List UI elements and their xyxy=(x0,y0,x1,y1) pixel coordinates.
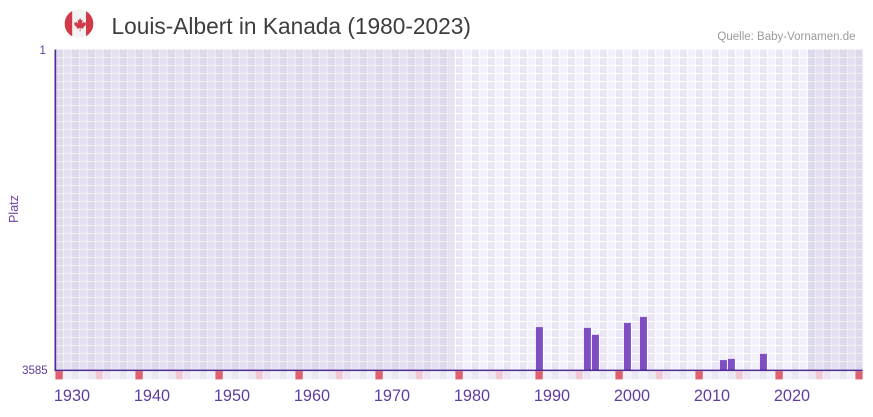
svg-text:1930: 1930 xyxy=(54,387,90,405)
svg-text:1990: 1990 xyxy=(534,387,570,405)
svg-text:1970: 1970 xyxy=(374,387,410,405)
svg-text:2010: 2010 xyxy=(694,387,730,405)
svg-text:Platz: Platz xyxy=(7,195,21,223)
svg-text:2020: 2020 xyxy=(774,387,810,405)
svg-text:1960: 1960 xyxy=(294,387,330,405)
svg-text:2000: 2000 xyxy=(614,387,650,405)
svg-text:Louis-Albert in Kanada (1980-2: Louis-Albert in Kanada (1980-2023) xyxy=(112,13,471,39)
svg-text:3585: 3585 xyxy=(22,365,48,377)
svg-text:1: 1 xyxy=(39,45,45,57)
svg-text:Quelle: Baby-Vornamen.de: Quelle: Baby-Vornamen.de xyxy=(717,31,855,43)
svg-text:1980: 1980 xyxy=(454,387,490,405)
svg-text:1950: 1950 xyxy=(214,387,250,405)
svg-text:1940: 1940 xyxy=(134,387,170,405)
